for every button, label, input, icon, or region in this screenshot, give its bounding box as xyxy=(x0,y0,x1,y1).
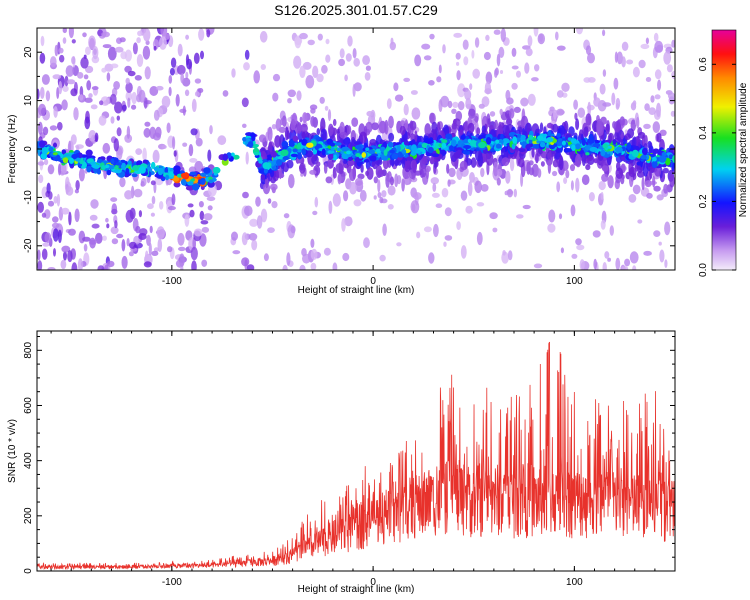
snr-plot-area xyxy=(37,331,675,571)
snr-panel: -100 0 100 0 200 400 600 800 Height of straight… xyxy=(7,330,676,595)
snr-ytick-label: 200 xyxy=(23,507,34,524)
heatmap-ytick-label: -20 xyxy=(23,238,34,253)
snr-ytick-label: 0 xyxy=(23,568,34,574)
colorbar: 0.0 0.2 0.4 0.6 Normalized spectral amplitu… xyxy=(698,29,749,277)
heatmap-ytick-label: 0 xyxy=(23,146,34,152)
colorbar-tick-label: 0.2 xyxy=(698,194,709,208)
colorbar-ticks: 0.0 0.2 0.4 0.6 xyxy=(698,57,736,277)
heatmap-blobs xyxy=(37,28,675,270)
snr-ylabel: SNR (10 * v/v) xyxy=(7,419,18,483)
snr-series-line xyxy=(37,341,675,571)
heatmap-ylabel: Frequency (Hz) xyxy=(7,115,18,184)
colorbar-label: Normalized spectral amplitude xyxy=(738,82,749,217)
heatmap-xtick-label: 100 xyxy=(566,276,583,287)
heatmap-ytick-label: 10 xyxy=(23,95,34,107)
colorbar-tick-label: 0.6 xyxy=(698,57,709,71)
heatmap-xtick-label: -100 xyxy=(162,276,182,287)
snr-xtick-label: 100 xyxy=(566,577,583,588)
heatmap-ytick-label: -10 xyxy=(23,190,34,205)
snr-ytick-label: 800 xyxy=(23,342,34,359)
heatmap-ytick-label: 20 xyxy=(23,46,34,58)
snr-frame xyxy=(36,330,676,572)
colorbar-gradient xyxy=(711,29,737,271)
snr-xlabel: Height of straight line (km) xyxy=(298,584,415,595)
figure-title: S126.2025.301.01.57.C29 xyxy=(274,2,438,18)
snr-xtick-label: -100 xyxy=(162,577,182,588)
snr-ytick-label: 600 xyxy=(23,397,34,414)
colorbar-tick-label: 0.4 xyxy=(698,125,709,139)
colorbar-tick-label: 0.0 xyxy=(698,263,709,277)
heatmap-xlabel: Height of straight line (km) xyxy=(298,285,415,296)
snr-xtick-label: 0 xyxy=(370,577,376,588)
heatmap-xtick-label: 0 xyxy=(370,276,376,287)
snr-ticks: -100 0 100 0 200 400 600 800 xyxy=(23,331,676,588)
snr-ytick-label: 400 xyxy=(23,452,34,469)
